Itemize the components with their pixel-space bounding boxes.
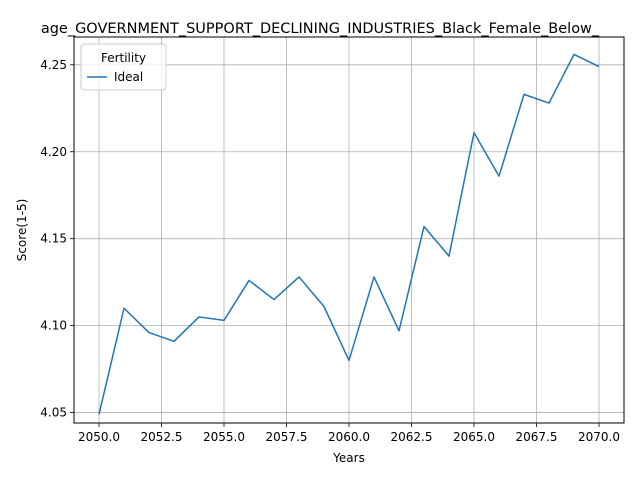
x-tick-label: 2062.5 bbox=[391, 430, 433, 444]
x-tick-label: 2065.0 bbox=[453, 430, 495, 444]
axis-ticks: 2050.0 2052.5 2055.0 2057.5 2060.0 2062.5 2065… bbox=[40, 58, 620, 444]
grid-lines bbox=[74, 37, 624, 423]
x-tick-label: 2060.0 bbox=[328, 430, 370, 444]
legend-label-ideal: Ideal bbox=[114, 70, 143, 84]
plot-frame bbox=[73, 36, 625, 424]
y-tick-label: 4.05 bbox=[40, 406, 67, 420]
y-tick-label: 4.25 bbox=[40, 58, 67, 72]
x-tick-label: 2070.0 bbox=[578, 430, 620, 444]
chart-title: age_GOVERNMENT_SUPPORT_DECLINING_INDUSTR… bbox=[41, 21, 600, 37]
series-group bbox=[98, 53, 600, 415]
x-tick-label: 2050.0 bbox=[78, 430, 120, 444]
legend: Fertility Ideal bbox=[80, 43, 167, 91]
x-tick-label: 2067.5 bbox=[516, 430, 558, 444]
x-tick-label: 2057.5 bbox=[266, 430, 308, 444]
legend-title: Fertility bbox=[101, 51, 146, 65]
x-tick-label: 2055.0 bbox=[203, 430, 245, 444]
x-axis-label: Years bbox=[332, 451, 365, 465]
y-tick-label: 4.20 bbox=[40, 145, 67, 159]
legend-box bbox=[80, 43, 167, 91]
y-axis-label: Score(1-5) bbox=[15, 199, 29, 262]
x-tick-label: 2052.5 bbox=[141, 430, 183, 444]
y-tick-label: 4.10 bbox=[40, 319, 67, 333]
y-tick-label: 4.15 bbox=[40, 232, 67, 246]
